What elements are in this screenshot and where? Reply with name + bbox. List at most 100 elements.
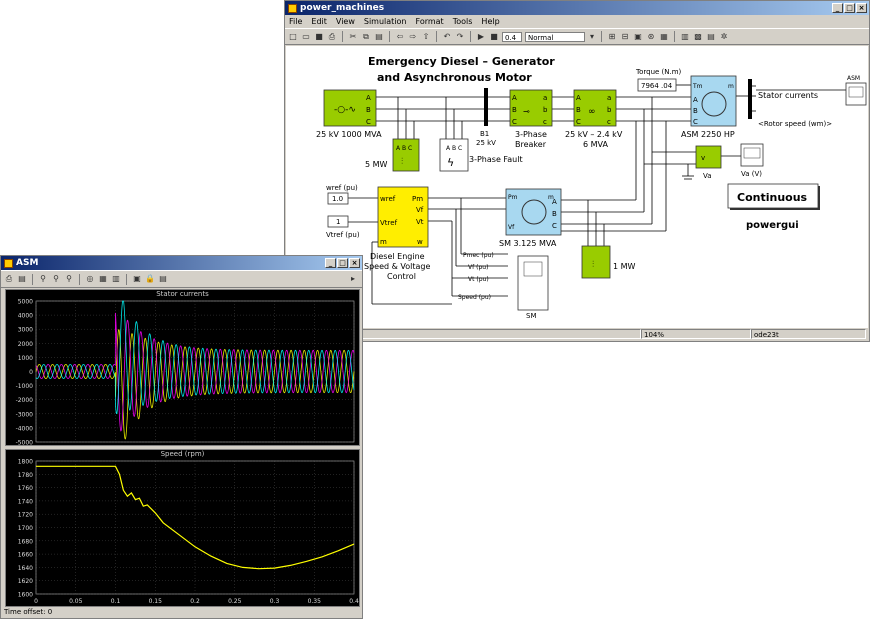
torque-value: 7964 .04 [641,82,673,90]
print-icon[interactable]: ⎙ [328,31,336,41]
explorer-icon[interactable]: ▦ [660,31,668,41]
scope-title: ASM [16,258,39,268]
y-tick-label: 1740 [18,498,33,505]
menu-file[interactable]: File [289,17,303,26]
save-axes-icon[interactable]: ▦ [99,274,107,283]
load-5mw-label: 5 MW [365,160,388,169]
vtref-constant[interactable] [327,215,349,228]
model-browser-icon[interactable]: ▣ [634,31,642,41]
sm-block[interactable] [505,188,562,236]
scope-close-button[interactable]: × [349,258,360,268]
undo-icon[interactable]: ↶ [443,31,451,41]
load-1mw-label: 1 MW [613,262,636,271]
minimize-button[interactable]: _ [832,3,843,13]
stop-time-field[interactable]: 0.4 [502,31,522,42]
va-measure-block[interactable] [695,145,722,169]
scope-app-icon [4,258,13,268]
build-icon[interactable]: ⊞ [608,31,616,41]
fault-block[interactable] [439,138,469,172]
copy-icon[interactable]: ⧉ [363,31,369,41]
lock-icon[interactable]: 🔒 [145,274,155,283]
x-tick-label: 0.4 [349,598,359,605]
sim-mode-select[interactable]: Normal [525,31,585,42]
y-tick-label: 1620 [18,578,33,585]
model-canvas[interactable]: Emergency Diesel – Generator and Asynchr… [286,46,868,328]
debug-icon[interactable]: ⊛ [647,31,655,41]
menu-simulation[interactable]: Simulation [363,17,407,26]
menu-tools[interactable]: Tools [452,17,473,26]
toolbar-arrow-icon[interactable]: ▸ [350,274,355,283]
svg-text:a: a [543,94,547,102]
list-icon[interactable]: ▤ [707,31,715,41]
diesel-label-2: Speed & Voltage [364,262,430,271]
signal-speed: Speed (pu) [458,294,491,301]
close-button[interactable]: × [856,3,867,13]
svg-text:Vt: Vt [416,218,424,226]
menu-help[interactable]: Help [481,17,500,26]
source-block[interactable] [323,89,377,127]
back-icon[interactable]: ⇦ [396,31,404,41]
up-icon[interactable]: ⇧ [422,31,430,41]
save-icon[interactable]: ■ [315,31,323,41]
floating-scope-icon[interactable]: ▣ [133,274,141,283]
transformer-icon: ∞ [588,107,596,117]
breaker-block[interactable] [509,89,553,127]
y-tick-label: 1000 [18,355,33,362]
open-icon[interactable]: ▭ [302,31,310,41]
dropdown-arrow-icon[interactable]: ▾ [589,31,594,41]
load-1mw-block[interactable] [581,245,611,279]
motor-icon [701,91,727,117]
new-icon[interactable]: □ [289,31,297,41]
bus-b1[interactable] [484,88,488,126]
scope-toolbar: ⎙ ▤ ⚲ ⚲ ⚲ ◎ ▦ ▥ ▣ 🔒 ▤ ▸ [1,270,362,288]
stator-currents-plot[interactable]: Stator currents 5000 4000 3000 2000 1000 0 -10… [5,289,360,446]
zoom-x-icon[interactable]: ⚲ [53,274,59,283]
menu-edit[interactable]: Edit [311,17,327,26]
voltmeter-icon: v [701,154,705,162]
grid-icon[interactable]: ▩ [694,31,702,41]
stator-currents-label: Stator currents [758,91,818,100]
bus-selector[interactable] [748,79,752,119]
transformer-block[interactable] [573,89,617,127]
stop-icon[interactable]: ■ [490,31,498,41]
zoom-y-icon[interactable]: ⚲ [66,274,72,283]
torque-constant-block[interactable] [637,78,677,92]
powergui-block[interactable] [727,183,819,209]
y-tick-label: 4000 [18,313,33,320]
library-icon[interactable]: ▥ [681,31,689,41]
vtref-value: 1 [336,218,340,226]
asm-block[interactable] [690,75,737,127]
load-5mw-block[interactable] [392,138,420,172]
diesel-label-3: Control [387,272,416,281]
y-tick-label: 0 [29,369,33,376]
restore-axes-icon[interactable]: ▥ [112,274,120,283]
update-icon[interactable]: ⊟ [621,31,629,41]
scope-titlebar[interactable]: ASM _ □ × [1,256,362,270]
menu-view[interactable]: View [335,17,355,26]
wref-constant[interactable] [327,192,349,205]
diesel-control-block[interactable] [377,186,429,248]
play-icon[interactable]: ▶ [477,31,485,41]
cut-icon[interactable]: ✂ [349,31,357,41]
x-tick-label: 0.15 [149,598,163,605]
svg-text:A B C: A B C [396,145,412,152]
model-titlebar[interactable]: power_machines _ □ × [285,1,869,15]
model-statusbar: 104% ode23t [286,329,868,340]
binoculars-icon[interactable]: ◎ [86,274,94,283]
speed-plot[interactable]: Speed (rpm) 1800 1780 1760 1740 1720 1700 1680… [5,449,360,607]
gear-icon[interactable]: ✲ [720,31,728,41]
print-scope-icon[interactable]: ⎙ [5,274,13,283]
redo-icon[interactable]: ↷ [456,31,464,41]
signal-selector-icon[interactable]: ▤ [159,274,167,283]
wref-label: wref (pu) [326,184,358,192]
params-icon[interactable]: ▤ [18,274,26,283]
scope-minimize-button[interactable]: _ [325,258,336,268]
paste-icon[interactable]: ▤ [375,31,383,41]
scope-maximize-button[interactable]: □ [337,258,348,268]
svg-text:w: w [417,238,423,246]
maximize-button[interactable]: □ [844,3,855,13]
zoom-icon[interactable]: ⚲ [40,274,46,283]
menu-format[interactable]: Format [415,17,444,26]
forward-icon[interactable]: ⇨ [409,31,417,41]
svg-text:B: B [576,106,581,114]
